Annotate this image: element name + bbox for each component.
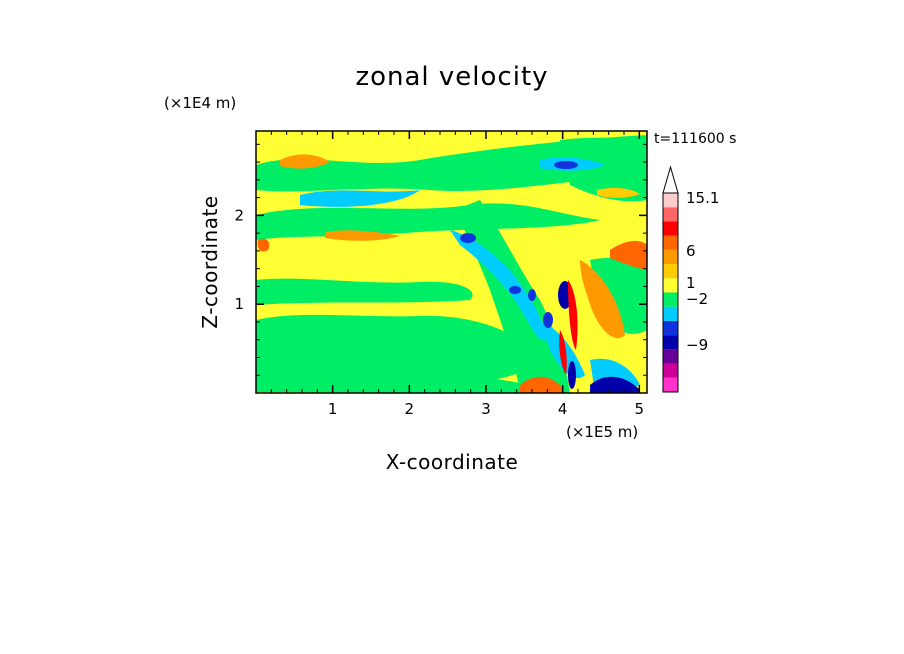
colorbar-segment: [663, 221, 678, 236]
colorbar-segment: [663, 292, 678, 307]
colorbar-segment: [663, 306, 678, 321]
colorbar-segment: [663, 349, 678, 364]
colorbar-segment: [663, 235, 678, 250]
contour-region: [568, 280, 578, 350]
x-axis-ticks: 1 2 3 4 5: [270, 131, 645, 418]
x-axis-label: X-coordinate: [386, 450, 519, 474]
colorbar-label: −9: [686, 336, 708, 354]
contour-region: [509, 286, 521, 294]
colorbar: [662, 165, 679, 393]
y-tick-label: 1: [234, 295, 244, 313]
contour-region: [460, 233, 476, 243]
colorbar-segment: [663, 363, 678, 378]
colorbar-label: 15.1: [686, 189, 719, 207]
contour-region: [543, 312, 553, 328]
contour-region: [554, 161, 578, 169]
y-scale-label: (×1E4 m): [164, 94, 236, 112]
contour-region: [280, 154, 330, 169]
x-tick-label: 2: [405, 400, 415, 418]
contour-field: [256, 131, 647, 393]
chart-title: zonal velocity: [355, 62, 548, 92]
colorbar-segment: [663, 264, 678, 279]
colorbar-frame: [662, 192, 679, 393]
colorbar-segment: [663, 249, 678, 265]
contour-region: [590, 376, 640, 393]
colorbar-max-arrow: [662, 165, 679, 194]
x-tick-label: 4: [558, 400, 568, 418]
contour-region: [610, 240, 647, 270]
x-tick-label: 5: [635, 400, 645, 418]
contour-region: [580, 260, 625, 339]
y-axis-label: Z-coordinate: [198, 195, 222, 328]
contour-region: [568, 361, 576, 389]
colorbar-label: −2: [686, 290, 708, 308]
x-tick-label: 1: [328, 400, 338, 418]
contour-region: [560, 137, 647, 202]
x-tick-label: 3: [481, 400, 491, 418]
contour-region: [528, 289, 536, 301]
colorbar-segment: [663, 193, 678, 208]
contour-region: [256, 357, 560, 393]
contour-region: [257, 238, 270, 252]
x-scale-label: (×1E5 m): [566, 423, 638, 441]
colorbar-label: 6: [686, 242, 696, 260]
contour-region: [325, 230, 400, 241]
contour-region: [450, 230, 548, 341]
colorbar-segment: [663, 278, 678, 293]
contour-region: [520, 376, 565, 393]
contour-region: [597, 187, 640, 198]
y-axis-ticks: 12: [234, 143, 647, 376]
colorbar-segment: [663, 335, 678, 350]
contour-region: [559, 330, 567, 375]
colorbar-segment: [663, 207, 678, 222]
colorbar-label: 1: [686, 274, 696, 292]
colorbar-segment: [663, 320, 678, 336]
contour-region: [256, 135, 647, 192]
colorbar-labels: 15.1 6 1−2 −9: [686, 189, 719, 354]
time-label: t=111600 s: [654, 131, 736, 147]
y-tick-label: 2: [234, 206, 244, 224]
contour-region: [300, 190, 420, 207]
colorbar-segment: [663, 377, 678, 392]
plot-frame: [255, 130, 648, 394]
contour-region: [256, 278, 473, 305]
